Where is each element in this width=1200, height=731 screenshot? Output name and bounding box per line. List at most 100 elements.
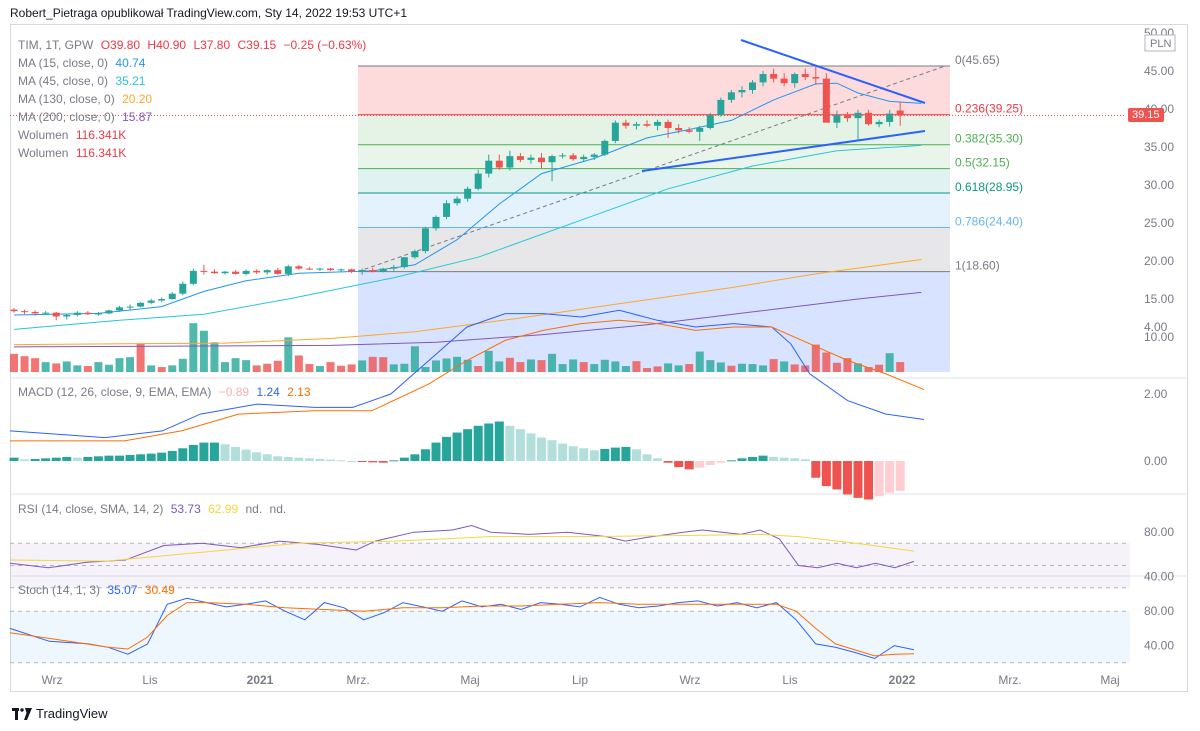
stoch-axis-tick: 40.00 [1144,639,1174,653]
macd-histogram-bar [442,436,452,461]
candle-body [421,228,429,252]
symbol-name: TIM, 1T, GPW [18,38,94,52]
ma15-value: 40.74 [115,56,146,70]
ma130-legend[interactable]: MA (130, close, 0) 20.20 [18,92,156,106]
macd-histogram-bar [167,450,177,461]
volume-bar [716,362,725,372]
macd-value: 1.24 [256,385,280,399]
time-axis-label: 2021 [247,673,274,687]
macd-histogram-bar [726,460,736,462]
macd-histogram-bar [72,457,82,461]
macd-histogram-bar [399,457,409,461]
macd-legend[interactable]: MACD (12, 26, close, 9, EMA, EMA) −0.89 … [18,385,315,399]
macd-histogram-bar [695,461,705,468]
volume-bar [20,356,29,372]
macd-histogram-bar [631,449,641,461]
volume-bar [811,344,820,372]
candle-body [137,302,145,307]
macd-histogram-bar [294,457,304,461]
candle-body [400,257,408,268]
macd-histogram-bar [800,459,810,461]
volume-bar [505,357,514,372]
candle-body [94,313,102,315]
candle-body [801,74,809,78]
macd-histogram-bar [779,457,789,461]
currency-label: PLN [1150,38,1171,50]
volume-bar [315,366,324,372]
price-axis-tick: 15.00 [1144,292,1174,306]
volume-bar [643,368,651,372]
fib-level-label: 0.618(28.95) [955,180,1023,194]
macd-histogram-bar [420,449,430,461]
rsi-ma-line [9,533,915,562]
volume-bar [832,362,841,372]
candle-body [411,251,419,258]
volume-bar [759,365,768,372]
macd-histogram-bar [326,459,335,461]
volume-bar [199,330,208,372]
macd-histogram-bar [368,461,378,463]
macd-histogram-bar [273,456,283,461]
volume-bar [843,358,852,372]
candle-body [327,268,334,271]
open-value: O39.80 [100,38,141,52]
candle-body [780,78,788,84]
ma15-legend[interactable]: MA (15, close, 0) 40.74 [18,56,149,70]
ma200-label: MA (200, close, 0) [18,110,115,124]
volume-legend-1[interactable]: Wolumen 116.341K [18,128,130,142]
ma200-legend[interactable]: MA (200, close, 0) 15.87 [18,110,156,124]
candle-body [221,271,229,274]
candle-body [601,140,609,155]
rsi-na-2: nd. [269,502,287,516]
change-value: −0.25 (−0.63%) [283,38,367,52]
fib-zone [358,144,950,169]
macd-histogram-bar [410,454,420,461]
macd-label: MACD (12, 26, close, 9, EMA, EMA) [18,385,212,399]
volume-bar [674,365,683,372]
rsi-axis-tick: 40.00 [1144,570,1174,584]
candle-body [822,78,830,123]
ma-line [13,259,922,346]
candle-body [474,173,482,189]
candle-body [337,269,345,271]
macd-histogram-bar [62,456,72,461]
rsi-axis-tick: 80.00 [1144,525,1174,539]
ma45-label: MA (45, close, 0) [18,74,109,88]
time-axis-label: 2022 [889,673,916,687]
candle-body [664,121,672,128]
candle-body [654,121,662,126]
candle-body [875,121,883,125]
candle-body [305,268,313,270]
macd-histogram-bar [83,456,93,461]
candle-body [548,156,556,163]
volume-bar [579,362,588,372]
candle-body [527,157,535,160]
volume-bar [115,358,124,372]
ma-line [13,291,922,348]
ma45-legend[interactable]: MA (45, close, 0) 35.21 [18,74,149,88]
stoch-legend[interactable]: Stoch (14, 1, 3) 35.07 30.49 [18,583,179,597]
rsi-legend[interactable]: RSI (14, close, SMA, 14, 2) 53.73 62.99 … [18,502,290,516]
candle-body [52,312,60,317]
volume-bar [368,356,377,372]
volume-bar [147,365,156,372]
macd-histogram-bar [484,423,494,461]
volume-bar [590,364,599,372]
stoch-d-value: 30.49 [144,583,175,597]
volume-legend-2[interactable]: Wolumen 116.341K [18,146,130,160]
publisher-header: Robert_Pietraga opublikował TradingView.… [10,6,408,20]
footer[interactable]: TradingView [12,706,108,721]
ma130-label: MA (130, close, 0) [18,92,115,106]
macd-histogram-bar [568,446,578,461]
macd-histogram-bar [589,450,599,461]
macd-histogram-bar [515,429,525,461]
time-axis-label: Lis [142,673,157,687]
candle-body [896,110,904,116]
volume-bar [62,361,71,372]
volume-bar [727,365,736,372]
volume-bar [737,363,746,372]
volume-bar [358,360,367,372]
candle-body [812,77,820,79]
macd-histogram-bar [653,458,663,461]
